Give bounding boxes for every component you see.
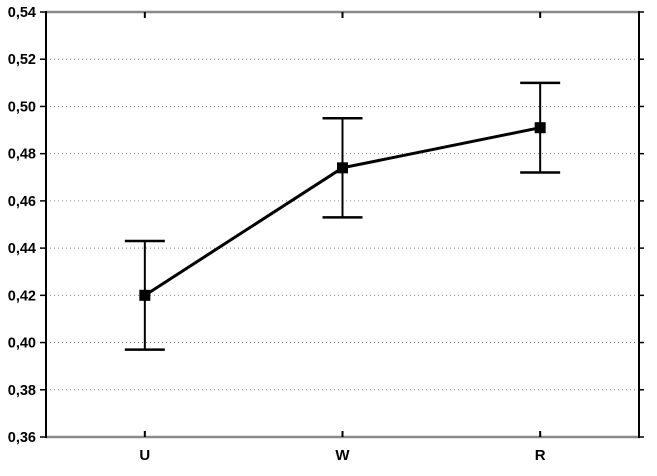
y-tick-label: 0,48 xyxy=(8,147,36,163)
y-tick-label: 0,36 xyxy=(8,430,36,446)
x-category-label: R xyxy=(535,447,546,464)
y-tick-label: 0,38 xyxy=(8,383,36,399)
x-category-label: U xyxy=(139,447,150,464)
x-category-label: W xyxy=(335,447,350,464)
y-tick-label: 0,40 xyxy=(8,336,36,352)
y-tick-label: 0,44 xyxy=(8,241,36,257)
y-tick-label: 0,46 xyxy=(8,194,36,210)
y-tick-label: 0,42 xyxy=(8,288,36,304)
y-tick-label: 0,54 xyxy=(8,5,36,21)
data-point-marker[interactable] xyxy=(139,289,151,301)
y-tick-label: 0,50 xyxy=(8,99,36,115)
y-tick-label: 0,52 xyxy=(8,52,36,68)
data-point-marker[interactable] xyxy=(337,162,348,174)
data-point-marker[interactable] xyxy=(534,122,546,134)
